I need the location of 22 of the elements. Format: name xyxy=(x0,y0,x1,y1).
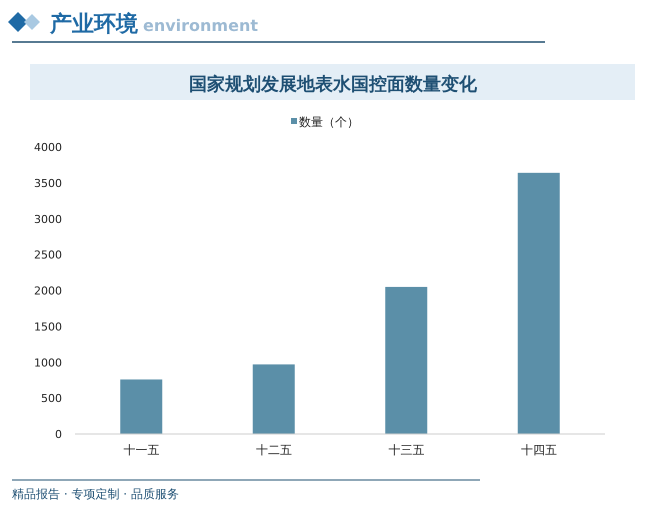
y-tick-label: 2000 xyxy=(34,284,62,298)
y-tick-label: 1500 xyxy=(34,320,62,334)
text: environment xyxy=(143,16,258,35)
bar xyxy=(385,286,428,434)
text: 产业环境 xyxy=(49,11,138,37)
y-tick-label: 0 xyxy=(55,428,62,441)
bar xyxy=(518,172,560,434)
y-tick-label: 3000 xyxy=(34,212,62,226)
y-tick-label: 4000 xyxy=(34,141,62,154)
x-tick-label: 十一五 xyxy=(123,443,160,457)
y-tick-label: 2500 xyxy=(34,248,62,262)
bar xyxy=(120,379,162,434)
y-tick-label: 3500 xyxy=(34,176,62,190)
y-tick-label: 500 xyxy=(41,392,62,406)
text: 精品报告 · 专项定制 · 品质服务 xyxy=(12,487,179,501)
bar xyxy=(252,364,295,434)
y-tick-label: 1000 xyxy=(34,356,62,370)
x-tick-label: 十二五 xyxy=(256,443,292,457)
x-tick-label: 十四五 xyxy=(520,443,557,457)
chart-title: 国家规划发展地表水国控面数量变化 xyxy=(189,74,478,95)
legend-label: 数量（个） xyxy=(299,115,359,129)
x-tick-label: 十三五 xyxy=(388,443,424,457)
